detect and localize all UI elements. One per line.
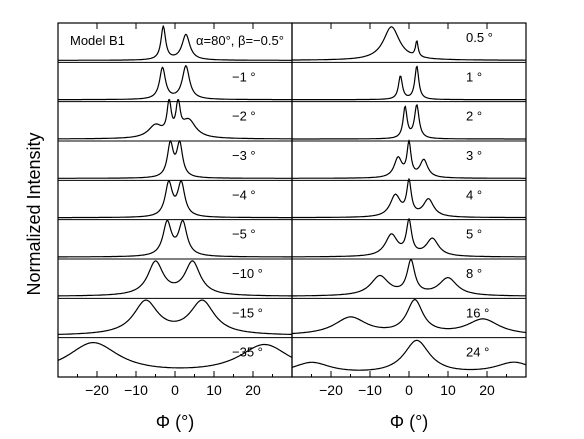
left-series-line-5 xyxy=(58,180,292,219)
left-panel-frame xyxy=(57,22,293,378)
right-series-label-7: 8 ° xyxy=(466,266,482,281)
right-x-tick-label: 20 xyxy=(479,382,495,398)
left-series-label-2: −1 ° xyxy=(232,69,256,84)
right-x-tick-label: −20 xyxy=(319,382,343,398)
right-series-line-8 xyxy=(292,299,527,335)
right-series-line-6 xyxy=(292,218,526,258)
left-series-line-1 xyxy=(58,25,292,61)
right-series-label-6: 5 ° xyxy=(466,227,482,242)
right-series-line-4 xyxy=(292,139,526,179)
right-panel: −20 −10 0 10 20 0.5 ° 1 ° 2 ° 3 ° 4 ° 5 ° 8 ° 16 ° 24… xyxy=(291,22,527,398)
left-x-tick-label: −20 xyxy=(85,382,109,398)
left-series-line-6 xyxy=(58,220,292,258)
left-x-tick-label: −10 xyxy=(124,382,148,398)
right-series-label-5: 4 ° xyxy=(466,187,482,202)
left-series-label-7: −10 ° xyxy=(232,266,263,281)
left-series-label-9: −35 ° xyxy=(232,345,263,360)
right-series-line-9 xyxy=(291,339,527,371)
right-series-line-7 xyxy=(292,258,526,297)
parameter-label: α=80°, β=−0.5° xyxy=(196,33,284,48)
left-series-line-8 xyxy=(58,299,292,335)
left-panel: −20 −10 0 10 20 −1 ° −2 ° −3 ° −4 ° −5 ° −10 ° −15 … xyxy=(57,22,293,398)
right-series-label-9: 24 ° xyxy=(466,345,489,360)
left-series-label-8: −15 ° xyxy=(232,305,263,320)
left-series-line-9 xyxy=(57,342,293,369)
right-series-line-2 xyxy=(292,65,526,101)
x-axis-label-left: Φ (°) xyxy=(156,412,195,432)
left-series-line-7 xyxy=(58,260,292,297)
right-x-tick-label: 0 xyxy=(405,382,413,398)
left-x-tick-label: 10 xyxy=(206,382,222,398)
right-series-line-5 xyxy=(292,178,526,219)
right-panel-frame xyxy=(291,22,527,378)
right-series-line-3 xyxy=(292,104,526,140)
right-series-label-1: 0.5 ° xyxy=(466,30,493,45)
left-x-tick-label: 20 xyxy=(245,382,261,398)
right-series-line-1 xyxy=(292,26,526,61)
left-series-line-2 xyxy=(58,65,292,101)
left-series-label-4: −3 ° xyxy=(232,148,256,163)
y-axis-label: Normalized Intensity xyxy=(24,132,44,295)
right-series-label-2: 1 ° xyxy=(466,69,482,84)
right-series-label-3: 2 ° xyxy=(466,109,482,124)
left-x-tick-label: 0 xyxy=(171,382,179,398)
left-series-label-3: −2 ° xyxy=(232,109,256,124)
left-series-label-5: −4 ° xyxy=(232,187,256,202)
x-axis-label-right: Φ (°) xyxy=(390,412,429,432)
right-series-label-8: 16 ° xyxy=(466,305,489,320)
model-title: Model B1 xyxy=(70,33,125,48)
left-series-label-6: −5 ° xyxy=(232,227,256,242)
right-series-label-4: 3 ° xyxy=(466,148,482,163)
right-x-tick-label: −10 xyxy=(358,382,382,398)
right-x-tick-label: 10 xyxy=(440,382,456,398)
left-series-line-4 xyxy=(58,140,292,179)
left-series-line-3 xyxy=(58,99,292,140)
